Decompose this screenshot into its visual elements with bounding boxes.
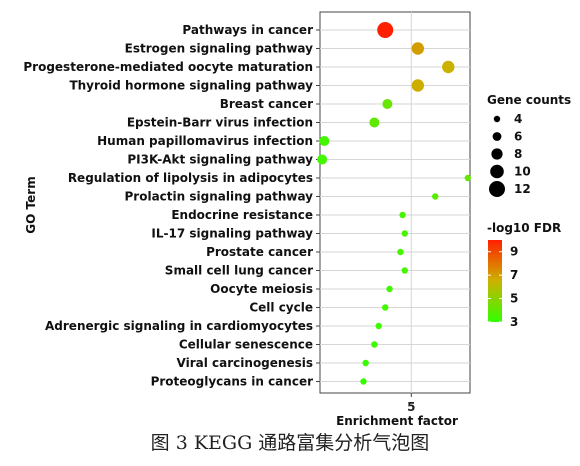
data-point <box>360 378 367 385</box>
data-point <box>442 60 455 74</box>
term-label: Progesterone-mediated oocyte maturation <box>23 60 313 74</box>
data-point <box>319 136 330 146</box>
term-label: Prostate cancer <box>206 245 313 259</box>
color-legend-bar <box>488 240 502 322</box>
data-point <box>362 359 369 367</box>
color-legend-label: 9 <box>510 245 518 259</box>
size-legend-label: 12 <box>514 182 531 196</box>
data-point <box>399 211 406 219</box>
size-legend-dot <box>491 148 503 160</box>
term-label: Epstein-Barr virus infection <box>127 116 313 130</box>
data-point <box>377 22 394 38</box>
size-legend-dot <box>489 181 505 197</box>
y-axis-title: GO Term <box>24 176 38 233</box>
data-point <box>317 154 328 165</box>
data-point <box>432 193 439 200</box>
size-legend-dot <box>493 115 501 123</box>
term-label: Cellular senescence <box>179 338 313 352</box>
color-legend-label: 7 <box>510 268 518 282</box>
plot-panel <box>319 11 471 394</box>
size-legend-label: 8 <box>514 147 522 161</box>
term-label: Breast cancer <box>220 97 313 111</box>
data-point <box>411 79 425 92</box>
data-point <box>464 174 472 182</box>
term-label: IL-17 signaling pathway <box>151 227 313 241</box>
figure-caption: 图 3 KEGG 通路富集分析气泡图 <box>150 432 430 454</box>
term-label: Human papillomavirus infection <box>97 134 313 148</box>
data-point <box>371 341 378 348</box>
size-legend-dot <box>492 132 502 141</box>
data-point <box>401 267 408 274</box>
x-tick-label: 5 <box>407 400 415 414</box>
size-legend-label: 4 <box>514 112 522 126</box>
term-label: Proteoglycans in cancer <box>151 375 314 389</box>
color-legend-label: 3 <box>510 315 518 329</box>
term-label: Small cell lung cancer <box>165 264 313 278</box>
size-legend-label: 6 <box>514 130 522 144</box>
data-point <box>411 42 425 55</box>
color-legend-label: 5 <box>510 292 518 306</box>
term-label: Regulation of lipolysis in adipocytes <box>68 171 313 185</box>
term-label: Cell cycle <box>249 301 313 315</box>
data-point <box>401 230 408 237</box>
data-point <box>386 285 393 293</box>
size-legend-dot <box>490 164 504 179</box>
data-point <box>369 117 380 128</box>
term-label: Adrenergic signaling in cardiomyocytes <box>45 319 313 333</box>
data-point <box>375 322 382 330</box>
term-label: Endocrine resistance <box>171 208 313 222</box>
term-label: Viral carcinogenesis <box>177 356 313 370</box>
term-label: Thyroid hormone signaling pathway <box>69 79 313 93</box>
color-legend-title: -log10 FDR <box>487 221 561 235</box>
x-axis-title: Enrichment factor <box>336 414 458 428</box>
data-point <box>382 304 389 311</box>
term-label: PI3K-Akt signaling pathway <box>127 153 313 167</box>
term-label: Prolactin signaling pathway <box>125 190 314 204</box>
term-label: Oocyte meiosis <box>210 282 313 296</box>
term-label: Estrogen signaling pathway <box>125 42 313 56</box>
size-legend-title: Gene counts <box>487 93 571 107</box>
size-legend-label: 10 <box>514 165 531 179</box>
data-point <box>397 248 404 256</box>
data-point <box>382 99 393 109</box>
term-label: Pathways in cancer <box>182 23 313 37</box>
